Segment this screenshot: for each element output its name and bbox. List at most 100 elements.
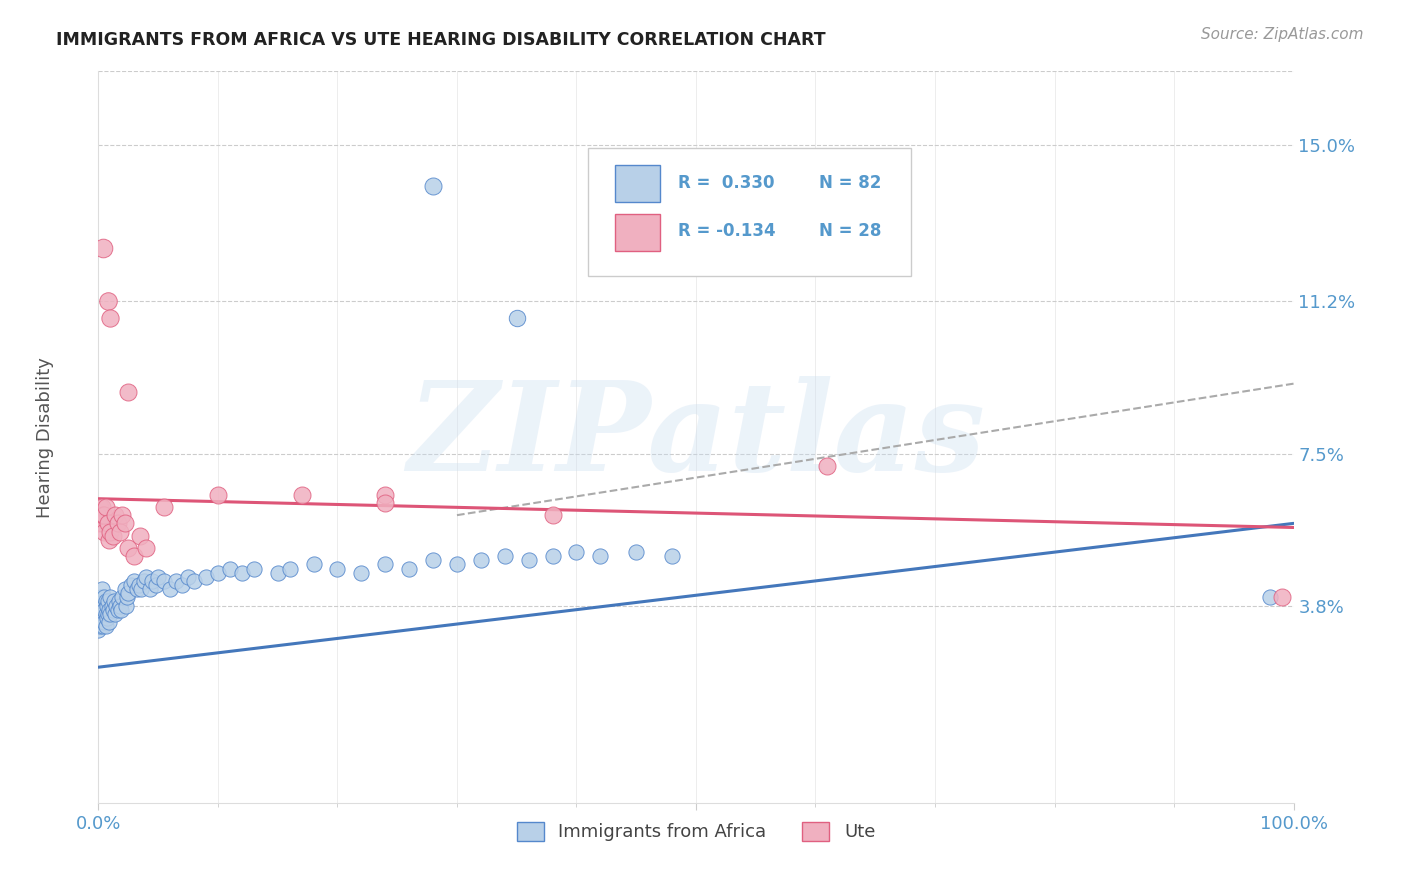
Point [589,549,612,564]
Point [89,599,111,613]
Point [219,561,242,575]
Point [90,611,112,625]
FancyBboxPatch shape [614,165,661,202]
Point [124,549,146,564]
Point [120,578,142,592]
Point [374,496,396,510]
Point [110,602,132,616]
Point [101,529,124,543]
Point [195,570,218,584]
FancyBboxPatch shape [589,148,911,277]
Point [87,624,110,638]
Point [98,615,121,629]
Point [506,310,529,325]
Point [111,591,134,605]
Text: N = 82: N = 82 [820,174,882,192]
Point [117,384,139,399]
Point [97,594,120,608]
Point [374,558,396,572]
Point [91,607,114,621]
Point [139,582,162,596]
Point [101,602,124,616]
Point [98,533,121,547]
Point [148,570,170,584]
Text: R =  0.330: R = 0.330 [678,174,775,192]
Point [129,529,152,543]
Point [87,508,110,523]
Point [91,500,114,514]
Point [100,599,122,613]
Point [91,508,114,523]
Text: Hearing Disability: Hearing Disability [35,357,53,517]
Legend: Immigrants from Africa, Ute: Immigrants from Africa, Ute [509,814,883,848]
Point [105,599,128,613]
Point [89,607,111,621]
Point [98,524,122,539]
Point [267,566,290,580]
Point [91,241,114,255]
Text: Source: ZipAtlas.com: Source: ZipAtlas.com [1201,27,1364,42]
Point [278,561,301,575]
Point [89,500,111,514]
Point [815,458,838,473]
Point [91,582,114,596]
Point [243,561,266,575]
Point [128,578,150,592]
Point [104,508,127,523]
Point [97,607,120,621]
Point [96,611,118,625]
Point [159,582,181,596]
Text: IMMIGRANTS FROM AFRICA VS UTE HEARING DISABILITY CORRELATION CHART: IMMIGRANTS FROM AFRICA VS UTE HEARING DI… [56,31,825,49]
Point [91,599,114,613]
Point [661,549,683,564]
Point [117,541,139,555]
Point [87,516,110,531]
Point [94,594,117,608]
Point [97,294,120,309]
Point [302,558,325,572]
FancyBboxPatch shape [614,214,661,251]
Point [94,619,117,633]
Point [114,516,136,531]
Point [107,602,129,616]
Point [93,615,115,629]
Point [107,594,129,608]
Point [565,545,588,559]
Point [94,607,117,621]
Point [177,570,200,584]
Point [96,599,118,613]
Point [207,566,229,580]
Point [422,179,444,194]
Point [89,619,111,633]
Point [326,561,349,575]
Point [93,524,115,539]
Text: N = 28: N = 28 [820,222,882,240]
Point [398,561,420,575]
Point [125,582,148,596]
Point [1271,591,1294,605]
Point [91,615,114,629]
Point [98,602,121,616]
Point [145,578,167,592]
Point [98,310,122,325]
Point [165,574,187,588]
Point [107,516,129,531]
Point [132,574,155,588]
Point [90,591,112,605]
Point [108,524,131,539]
Point [422,553,444,567]
Point [291,487,314,501]
Point [350,566,373,580]
Point [115,591,138,605]
Point [131,582,153,596]
Point [98,591,122,605]
Point [141,574,163,588]
Point [91,611,114,625]
Point [517,553,540,567]
Point [135,541,157,555]
Point [374,487,396,501]
Point [446,558,468,572]
Point [103,594,125,608]
Point [94,500,117,514]
Point [93,591,115,605]
